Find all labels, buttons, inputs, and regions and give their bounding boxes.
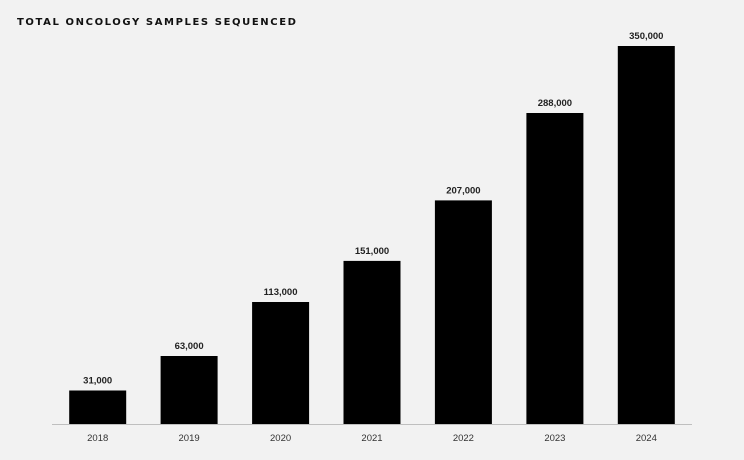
bars-group <box>69 46 675 424</box>
x-tick-labels-group: 2018 2019 2020 2021 2022 2023 2024 <box>87 433 657 444</box>
x-tick-label-2020: 2020 <box>270 433 291 444</box>
data-label-2018: 31,000 <box>83 376 112 387</box>
bar-2020 <box>252 302 310 424</box>
x-tick-label-2024: 2024 <box>636 433 657 444</box>
data-labels-group: 31,000 63,000 113,000 151,000 207,000 288,000… <box>83 31 663 387</box>
bar-2024 <box>617 46 675 424</box>
data-label-2022: 207,000 <box>446 185 480 196</box>
bar-2022 <box>434 200 492 424</box>
data-label-2021: 151,000 <box>355 246 389 257</box>
x-tick-label-2019: 2019 <box>179 433 200 444</box>
x-tick-label-2018: 2018 <box>87 433 108 444</box>
chart-title: TOTAL ONCOLOGY SAMPLES SEQUENCED <box>17 17 298 28</box>
bar-2023 <box>526 113 584 424</box>
x-tick-label-2023: 2023 <box>544 433 565 444</box>
data-label-2019: 63,000 <box>175 341 204 352</box>
x-tick-label-2021: 2021 <box>361 433 382 444</box>
x-tick-label-2022: 2022 <box>453 433 474 444</box>
bar-2021 <box>343 260 401 424</box>
data-label-2023: 288,000 <box>538 98 572 109</box>
data-label-2024: 350,000 <box>629 31 663 42</box>
bar-2019 <box>160 356 218 424</box>
data-label-2020: 113,000 <box>264 287 298 298</box>
bar-2018 <box>69 390 127 424</box>
